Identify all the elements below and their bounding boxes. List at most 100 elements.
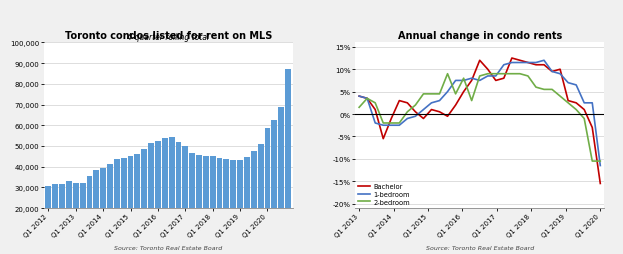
- 2-bedroom: [548, 88, 556, 91]
- Bachelor: [581, 109, 588, 112]
- 2-bedroom: [396, 122, 403, 125]
- Bachelor: [404, 102, 411, 105]
- Bachelor: [388, 118, 395, 121]
- 2-bedroom: [589, 160, 596, 163]
- 1-bedroom: [548, 71, 556, 74]
- Bar: [272, 121, 277, 249]
- 1-bedroom: [484, 75, 492, 78]
- Bar: [231, 161, 236, 249]
- Bar: [285, 70, 291, 249]
- Bar: [107, 164, 113, 249]
- 1-bedroom: [597, 164, 604, 167]
- Bachelor: [492, 80, 500, 83]
- Bar: [141, 149, 147, 249]
- Bachelor: [589, 126, 596, 130]
- 2-bedroom: [508, 73, 516, 76]
- Bar: [66, 181, 72, 249]
- Title: Toronto condos listed for rent on MLS: Toronto condos listed for rent on MLS: [65, 31, 272, 41]
- Bar: [189, 154, 195, 249]
- 1-bedroom: [379, 124, 387, 127]
- 2-bedroom: [484, 73, 492, 76]
- 2-bedroom: [516, 73, 524, 76]
- 2-bedroom: [452, 93, 459, 96]
- 2-bedroom: [500, 73, 508, 76]
- Bar: [196, 156, 202, 249]
- Bar: [87, 176, 92, 249]
- Bar: [265, 129, 270, 249]
- Bachelor: [524, 62, 531, 65]
- Bar: [80, 183, 85, 249]
- 1-bedroom: [444, 91, 451, 94]
- 1-bedroom: [564, 82, 572, 85]
- 1-bedroom: [540, 59, 548, 62]
- 2-bedroom: [564, 102, 572, 105]
- Bar: [114, 160, 120, 249]
- 2-bedroom: [363, 98, 371, 101]
- 2-bedroom: [524, 75, 531, 78]
- 2-bedroom: [556, 95, 564, 98]
- 1-bedroom: [363, 98, 371, 101]
- Bar: [45, 187, 51, 249]
- Bar: [258, 144, 264, 249]
- Bachelor: [532, 64, 540, 67]
- 2-bedroom: [379, 122, 387, 125]
- 1-bedroom: [460, 80, 467, 83]
- Bar: [155, 141, 161, 249]
- 2-bedroom: [468, 100, 475, 103]
- Bachelor: [355, 95, 363, 98]
- Bar: [121, 159, 126, 249]
- 1-bedroom: [524, 62, 531, 65]
- Bar: [148, 143, 154, 249]
- 1-bedroom: [396, 124, 403, 127]
- Bachelor: [556, 68, 564, 71]
- Text: Source: Toronto Real Estate Board: Source: Toronto Real Estate Board: [426, 245, 534, 250]
- Bachelor: [396, 100, 403, 103]
- 1-bedroom: [532, 62, 540, 65]
- 1-bedroom: [500, 64, 508, 67]
- 2-bedroom: [420, 93, 427, 96]
- Bar: [224, 160, 229, 249]
- Bar: [162, 138, 168, 249]
- Bar: [237, 161, 243, 249]
- Bar: [278, 107, 284, 249]
- 2-bedroom: [581, 118, 588, 121]
- Bar: [52, 185, 58, 249]
- Bachelor: [444, 115, 451, 118]
- 2-bedroom: [476, 75, 483, 78]
- 2-bedroom: [444, 73, 451, 76]
- Bachelor: [500, 77, 508, 81]
- 1-bedroom: [508, 62, 516, 65]
- Bar: [203, 157, 209, 249]
- 2-bedroom: [540, 88, 548, 91]
- Line: 1-bedroom: 1-bedroom: [359, 61, 601, 166]
- Bar: [59, 185, 65, 249]
- Bachelor: [516, 59, 524, 62]
- 2-bedroom: [435, 93, 443, 96]
- 1-bedroom: [412, 115, 419, 118]
- Bachelor: [371, 109, 379, 112]
- 1-bedroom: [404, 118, 411, 121]
- Bachelor: [564, 100, 572, 103]
- Bachelor: [548, 71, 556, 74]
- 1-bedroom: [516, 62, 524, 65]
- Bar: [210, 157, 216, 249]
- Bachelor: [460, 91, 467, 94]
- 1-bedroom: [388, 124, 395, 127]
- Bar: [135, 155, 140, 249]
- Legend: Bachelor, 1-bedroom, 2-bedroom: Bachelor, 1-bedroom, 2-bedroom: [358, 184, 410, 205]
- 1-bedroom: [589, 102, 596, 105]
- Line: Bachelor: Bachelor: [359, 59, 601, 184]
- 2-bedroom: [412, 104, 419, 107]
- Bar: [93, 170, 99, 249]
- Bachelor: [468, 80, 475, 83]
- Bachelor: [540, 64, 548, 67]
- 1-bedroom: [428, 102, 435, 105]
- 1-bedroom: [468, 77, 475, 81]
- Bachelor: [452, 104, 459, 107]
- 1-bedroom: [371, 122, 379, 125]
- 1-bedroom: [492, 75, 500, 78]
- 2-bedroom: [404, 111, 411, 114]
- Bachelor: [363, 98, 371, 101]
- Bachelor: [597, 182, 604, 185]
- 2-bedroom: [597, 160, 604, 163]
